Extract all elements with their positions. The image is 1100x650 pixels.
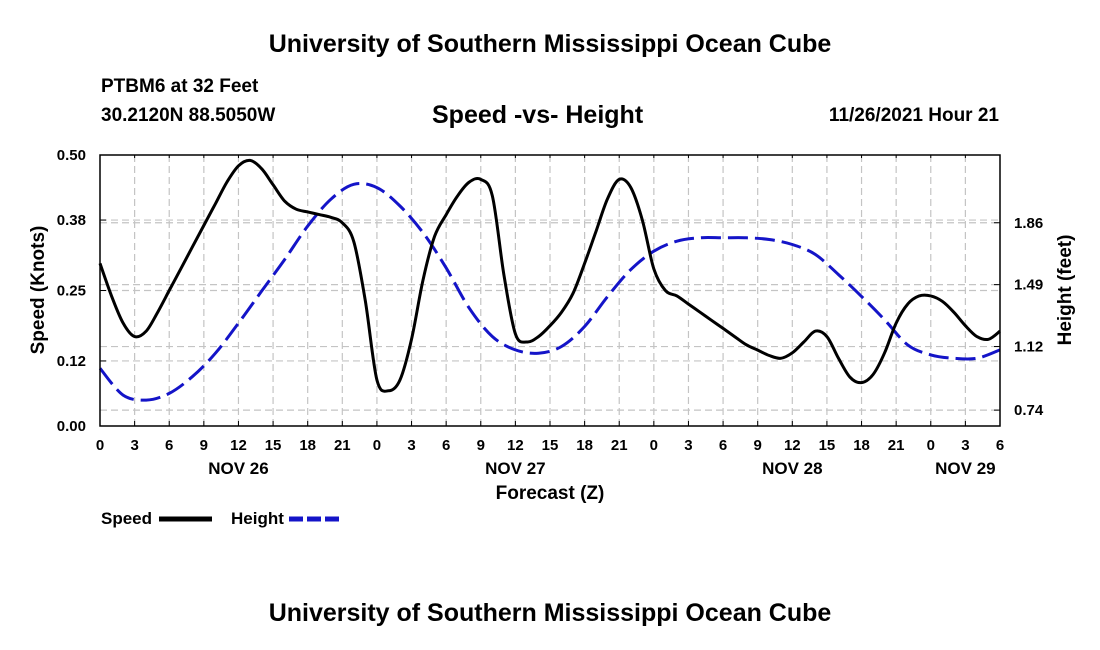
x-tick-label: 9 xyxy=(200,437,208,454)
coordinates-label: 30.2120N 88.5050W xyxy=(101,105,276,126)
grid xyxy=(100,155,1000,426)
x-tick-label: 3 xyxy=(407,437,415,454)
y-tick-label: 0.38 xyxy=(57,212,86,229)
x-tick-label: 6 xyxy=(165,437,173,454)
x-tick-label: 12 xyxy=(230,437,247,454)
x-tick-label: 21 xyxy=(611,437,628,454)
y-tick-label: 0.00 xyxy=(57,418,86,435)
x-tick-label: 15 xyxy=(542,437,559,454)
y-tick-label: 0.25 xyxy=(57,283,86,300)
x-tick-label: 0 xyxy=(373,437,381,454)
x-tick-label: 9 xyxy=(754,437,762,454)
x-tick-label: 0 xyxy=(96,437,104,454)
x-tick-label: 21 xyxy=(888,437,905,454)
footer-title: University of Southern Mississippi Ocean… xyxy=(268,599,832,627)
x-axis-label: Forecast (Z) xyxy=(495,483,605,504)
y2-tick-label: 1.86 xyxy=(1014,215,1043,232)
x-tick-label: 6 xyxy=(719,437,727,454)
y2-axis-label: Height (feet) xyxy=(1055,235,1076,346)
x-tick-label: 9 xyxy=(477,437,485,454)
station-label: PTBM6 at 32 Feet xyxy=(101,76,259,97)
y-tick-label: 0.50 xyxy=(57,147,86,164)
x-tick-label: 18 xyxy=(853,437,870,454)
x-tick-label: 0 xyxy=(650,437,658,454)
y2-tick-label: 0.74 xyxy=(1014,402,1044,419)
y2-tick-label: 1.12 xyxy=(1014,339,1043,356)
x-tick-label: 15 xyxy=(265,437,282,454)
x-tick-label: 15 xyxy=(819,437,836,454)
chart-title: Speed -vs- Height xyxy=(432,101,644,129)
series-line-height xyxy=(98,181,1001,402)
x-tick-label: 3 xyxy=(961,437,969,454)
x-date-label: NOV 29 xyxy=(935,459,995,478)
x-tick-label: 0 xyxy=(927,437,935,454)
x-tick-label: 21 xyxy=(334,437,351,454)
x-date-label: NOV 27 xyxy=(485,459,545,478)
legend-height-label: Height xyxy=(231,509,284,528)
legend-speed-label: Speed xyxy=(101,509,153,528)
y-tick-label: 0.12 xyxy=(57,353,86,370)
x-date-label: NOV 26 xyxy=(208,459,268,478)
axis-ticks: 0 3 6 9 12 15 18 21 0 3 6 9 12 15 18 21 0 3 6 9 12 15 18 21 0 3 6N… xyxy=(57,147,1044,478)
x-tick-label: 3 xyxy=(684,437,692,454)
forecast-datetime: 11/26/2021 Hour 21 xyxy=(828,105,999,126)
legend-swatches xyxy=(159,516,342,522)
page-title: University of Southern Mississippi Ocean… xyxy=(268,30,832,58)
x-tick-label: 18 xyxy=(299,437,316,454)
x-tick-label: 6 xyxy=(996,437,1004,454)
x-tick-label: 3 xyxy=(130,437,138,454)
y2-tick-label: 1.49 xyxy=(1014,277,1043,294)
x-tick-label: 6 xyxy=(442,437,450,454)
x-tick-label: 18 xyxy=(576,437,593,454)
y-axis-label: Speed (Knots) xyxy=(28,226,49,355)
series-lines xyxy=(98,158,1001,402)
series-line-speed xyxy=(98,158,1001,393)
x-tick-label: 12 xyxy=(507,437,524,454)
x-date-label: NOV 28 xyxy=(762,459,822,478)
x-tick-label: 12 xyxy=(784,437,801,454)
